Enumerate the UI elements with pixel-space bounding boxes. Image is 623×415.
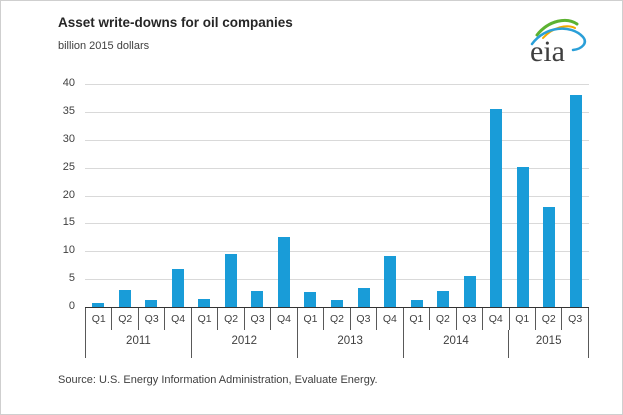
bar <box>198 299 211 307</box>
gridline <box>85 251 589 253</box>
eia-logo-green-swoosh <box>535 18 579 37</box>
plot-area <box>85 84 589 308</box>
bar <box>331 299 343 307</box>
year-label: 2011 <box>85 330 192 358</box>
bar <box>357 287 370 307</box>
quarter-label: Q4 <box>271 308 298 330</box>
gridline <box>85 84 589 85</box>
bar <box>145 299 158 307</box>
y-tick-label: 10 <box>62 244 75 257</box>
y-axis-labels: 0 5 10 15 20 25 30 35 40 <box>31 1 75 414</box>
quarter-label: Q1 <box>192 308 219 330</box>
bar <box>92 302 105 307</box>
chart-subtitle: billion 2015 dollars <box>58 40 150 52</box>
year-label: 2012 <box>192 330 298 358</box>
y-tick-label: 25 <box>62 160 75 173</box>
quarter-label: Q2 <box>112 308 139 330</box>
year-label: 2015 <box>509 330 589 358</box>
quarter-label: Q4 <box>165 308 192 330</box>
gridline <box>85 279 589 281</box>
bar <box>224 254 237 307</box>
quarter-label: Q3 <box>245 308 272 330</box>
quarter-label: Q3 <box>351 308 378 330</box>
y-tick-label: 15 <box>62 216 75 229</box>
gridline <box>85 111 589 113</box>
bar <box>277 236 290 307</box>
quarter-label: Q1 <box>85 308 113 330</box>
y-tick-label: 20 <box>62 188 75 201</box>
bar <box>463 276 476 307</box>
quarter-label: Q3 <box>562 308 589 330</box>
quarter-label: Q2 <box>218 308 245 330</box>
bar <box>384 255 397 307</box>
bar <box>543 206 556 307</box>
bar <box>437 290 450 307</box>
year-label: 2013 <box>298 330 404 358</box>
year-label: 2014 <box>404 330 510 358</box>
gridline <box>85 195 589 197</box>
year-axis-row: 2011 2012 2013 2014 2015 <box>85 330 589 358</box>
gridline <box>85 139 589 141</box>
bar <box>490 108 503 307</box>
bar <box>304 291 317 307</box>
quarter-label: Q3 <box>457 308 484 330</box>
eia-logo-blue-swoosh <box>530 27 587 52</box>
bar <box>569 95 582 307</box>
eia-logo-text: eia <box>530 35 565 68</box>
bar <box>171 269 184 307</box>
bar <box>118 289 131 307</box>
quarter-label: Q2 <box>536 308 563 330</box>
quarter-label: Q1 <box>510 308 536 330</box>
quarter-label: Q2 <box>324 308 351 330</box>
bar <box>410 300 423 307</box>
quarter-axis-row: Q1 Q2 Q3 Q4 Q1 Q2 Q3 Q4 Q1 Q2 Q3 Q4 Q1 Q2 Q3 Q4 Q1 Q2 Q3 <box>85 308 589 330</box>
gridline <box>85 223 589 225</box>
y-tick-label: 30 <box>62 132 75 145</box>
y-tick-label: 40 <box>62 77 75 89</box>
y-tick-label: 5 <box>68 272 75 285</box>
gridline <box>85 167 589 169</box>
quarter-label: Q1 <box>298 308 325 330</box>
y-tick-label: 0 <box>68 300 75 312</box>
source-note: Source: U.S. Energy Information Administ… <box>58 374 378 386</box>
eia-logo-yellow-swoosh <box>542 25 576 39</box>
quarter-label: Q1 <box>404 308 431 330</box>
y-tick-label: 35 <box>62 104 75 117</box>
chart-title: Asset write-downs for oil companies <box>58 15 293 30</box>
quarter-label: Q3 <box>139 308 166 330</box>
quarter-label: Q2 <box>430 308 457 330</box>
quarter-label: Q4 <box>483 308 510 330</box>
bar <box>251 290 264 307</box>
bar <box>516 166 529 307</box>
quarter-label: Q4 <box>377 308 404 330</box>
eia-logo-icon: eia <box>530 18 587 68</box>
